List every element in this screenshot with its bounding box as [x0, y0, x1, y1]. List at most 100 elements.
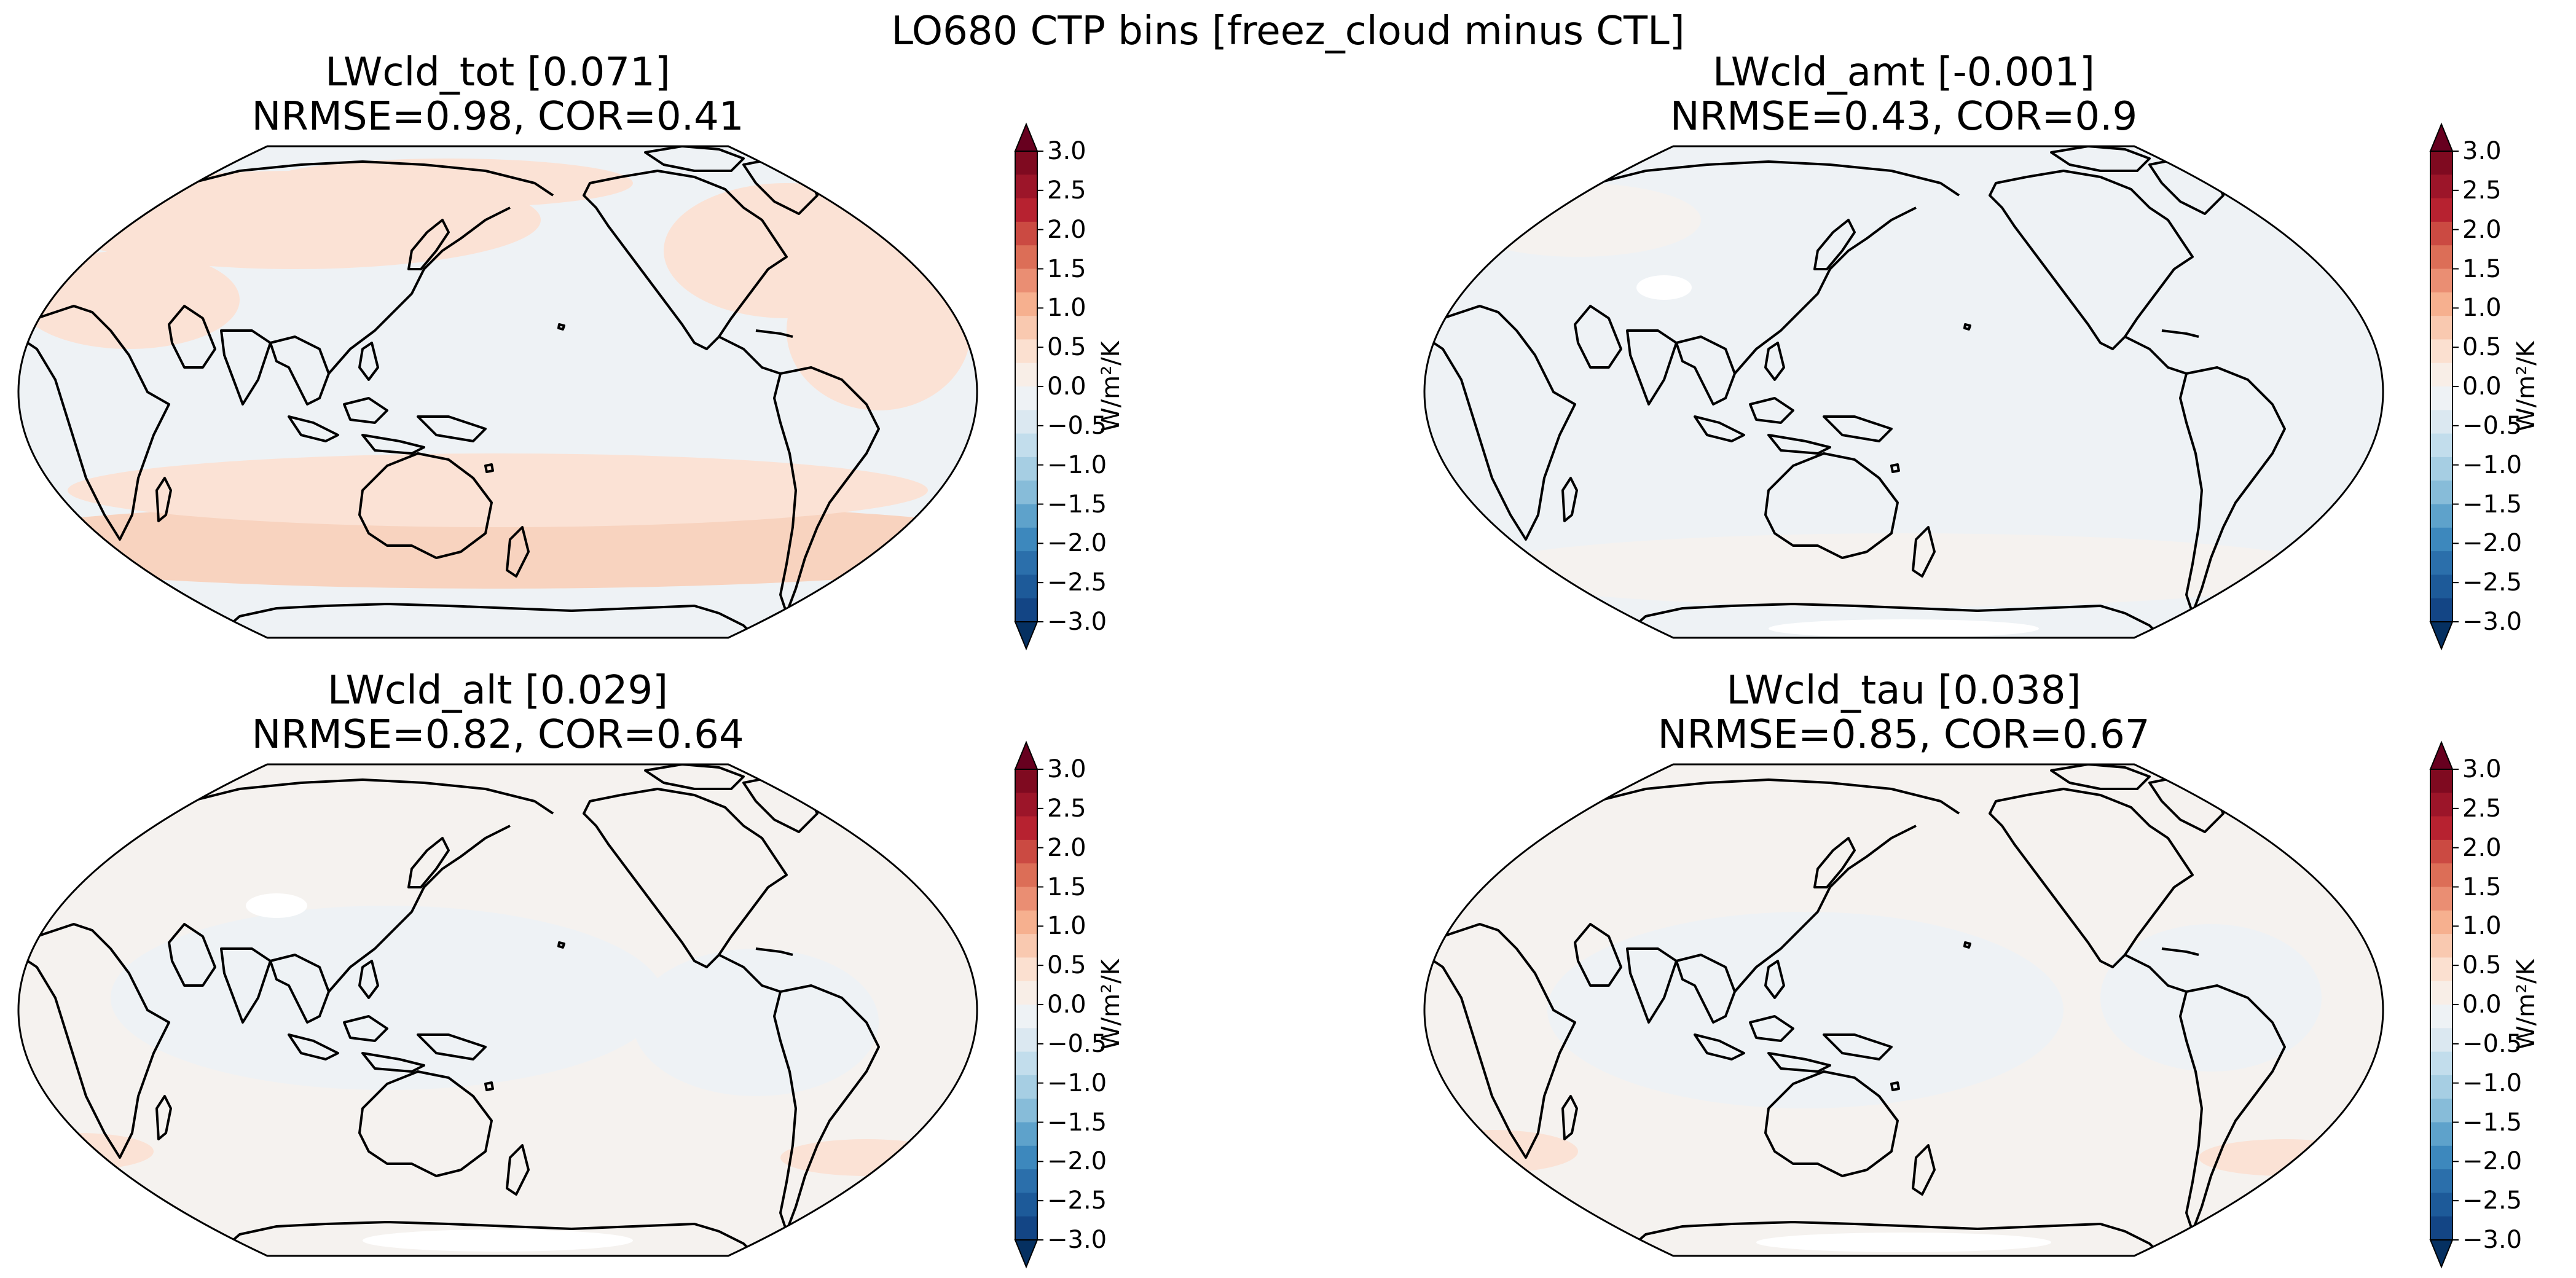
coastline-alt-8: [288, 1033, 339, 1060]
colorbar-bin-3-11: [2430, 1028, 2452, 1053]
globe-outline-tot: [17, 145, 978, 639]
coastline-alt-6: [328, 825, 511, 993]
coastline-alt-11: [417, 1033, 487, 1060]
colorbar-bin-1-3: [2430, 221, 2452, 246]
colorbar-bin-1-14: [2430, 480, 2452, 504]
colorbar-bin-2-0: [1015, 769, 1037, 793]
colorbar-bin-3-6: [2430, 910, 2452, 935]
colorbar-bin-2-2: [1015, 816, 1037, 841]
colorbar-tick-label-2-10: −2.0: [1047, 1147, 1107, 1176]
coastline-amt-13: [1764, 452, 1899, 559]
coastline-amt-22: [2179, 366, 2286, 614]
colorbar-bin-3-9: [2430, 981, 2452, 1005]
coastline-amt-3: [1626, 329, 1678, 406]
coastline-amt-0: [1424, 305, 1576, 541]
coastline-tau-8: [1694, 1033, 1745, 1060]
colorbar-bin-1-18: [2430, 574, 2452, 599]
colorbar-tick-label-2-8: −1.0: [1047, 1068, 1107, 1097]
colorbar-over-extend-2: [1014, 740, 1039, 770]
colorbar-tick-label-1-3: 1.5: [2462, 254, 2502, 283]
colorbar-tick-label-0-3: 1.5: [1047, 254, 1086, 283]
colorbar-bin-1-11: [2430, 410, 2452, 434]
coastline-amt-21: [2161, 329, 2199, 338]
anomaly-patch-amt-0: [1636, 275, 1692, 300]
coastline-alt-10: [361, 1052, 425, 1073]
coastline-tot-2: [168, 305, 216, 369]
colorbar-tick-label-2-12: −3.0: [1047, 1226, 1107, 1254]
coastline-amt-2: [1574, 305, 1622, 369]
coastline-tot-21: [755, 329, 793, 338]
coastline-tot-17: [583, 170, 788, 350]
panel-title-amt-line1: LWcld_amt [-0.001]: [1713, 50, 2095, 95]
coastline-tau-15: [1963, 941, 1971, 949]
anomaly-patch-tot-0: [18, 503, 977, 589]
colorbar-unit-label-3: W/m²/K: [2512, 959, 2540, 1050]
coastline-alt-16: [484, 1081, 494, 1091]
anomaly-patch-alt-3: [18, 1133, 154, 1170]
coastline-alt-2: [168, 923, 216, 987]
colorbar-bin-3-18: [2430, 1193, 2452, 1217]
map-panel-amt: [1423, 145, 2384, 639]
colorbar-bin-3-2: [2430, 816, 2452, 841]
colorbar-tick-label-2-7: −0.5: [1047, 1029, 1107, 1058]
colorbar-tick-label-3-2: 2.0: [2462, 833, 2502, 862]
coastline-tot-6: [328, 206, 511, 375]
anomaly-patch-tot-5: [18, 251, 240, 349]
colorbar-bin-0-7: [1015, 316, 1037, 340]
colorbar-bin-2-13: [1015, 1075, 1037, 1099]
colorbar-tick-label-2-4: 1.0: [1047, 912, 1086, 941]
colorbar-tick-label-1-0: 3.0: [2462, 137, 2502, 165]
colorbar-bin-1-15: [2430, 504, 2452, 528]
colorbar-alt: [1014, 740, 1043, 1269]
colorbar-tick-label-1-11: −2.5: [2462, 568, 2523, 597]
colorbar-bin-2-16: [1015, 1145, 1037, 1170]
coastline-tot-12: [358, 342, 379, 381]
colorbar-tick-label-3-12: −3.0: [2462, 1226, 2523, 1254]
globe-outline-alt: [17, 763, 978, 1257]
colorbar-tot: [1014, 122, 1043, 651]
colorbar-bin-3-5: [2430, 887, 2452, 911]
colorbar-tick-label-2-0: 3.0: [1047, 755, 1086, 783]
coastline-amt-9: [1749, 397, 1794, 424]
colorbar-bin-1-4: [2430, 245, 2452, 269]
colorbar-tick-label-3-5: 0.5: [2462, 951, 2502, 980]
colorbar-tick-label-3-0: 3.0: [2462, 755, 2502, 783]
colorbar-tick-label-0-7: −0.5: [1047, 411, 1107, 440]
colorbar-tick-label-0-5: 0.5: [1047, 333, 1086, 362]
colorbar-bin-0-5: [1015, 269, 1037, 293]
coastline-tot-11: [417, 415, 487, 442]
colorbar-bin-1-10: [2430, 386, 2452, 410]
colorbar-bin-3-1: [2430, 793, 2452, 817]
colorbar-tick-label-0-8: −1.0: [1047, 450, 1107, 479]
coastline-alt-5: [269, 954, 330, 1024]
coastline-tot-5: [269, 335, 330, 406]
anomaly-patch-amt-3: [1455, 183, 1701, 257]
coastline-alt-15: [557, 941, 565, 949]
panel-title-alt: LWcld_alt [0.029] NRMSE=0.82, COR=0.64: [18, 668, 977, 757]
colorbar-tick-label-1-12: −3.0: [2462, 608, 2523, 636]
colorbar-bin-0-3: [1015, 221, 1037, 246]
colorbar-bin-1-17: [2430, 551, 2452, 575]
colorbar-bin-3-15: [2430, 1122, 2452, 1147]
coastline-amt-7: [1813, 219, 1856, 270]
coastline-alt-3: [220, 947, 272, 1024]
colorbar-bin-1-9: [2430, 363, 2452, 387]
anomaly-patch-tau-1: [2100, 924, 2322, 1072]
colorbar-bin-3-10: [2430, 1005, 2452, 1029]
colorbar-bin-0-14: [1015, 480, 1037, 504]
colorbar-bin-0-6: [1015, 292, 1037, 316]
colorbar-tick-label-3-10: −2.0: [2462, 1147, 2523, 1176]
colorbar-bin-1-8: [2430, 339, 2452, 364]
coastline-amt-12: [1764, 342, 1785, 381]
coastline-alt-9: [343, 1015, 388, 1042]
colorbar-bin-2-18: [1015, 1193, 1037, 1217]
colorbar-bin-0-9: [1015, 363, 1037, 387]
colorbar-bin-2-10: [1015, 1005, 1037, 1029]
map-panel-alt: [17, 763, 978, 1257]
colorbar-bin-2-3: [1015, 839, 1037, 864]
colorbar-bin-0-17: [1015, 551, 1037, 575]
coastline-tau-21: [2161, 947, 2199, 956]
colorbar-under-extend-2: [1014, 1239, 1039, 1269]
colorbar-bin-2-7: [1015, 934, 1037, 958]
